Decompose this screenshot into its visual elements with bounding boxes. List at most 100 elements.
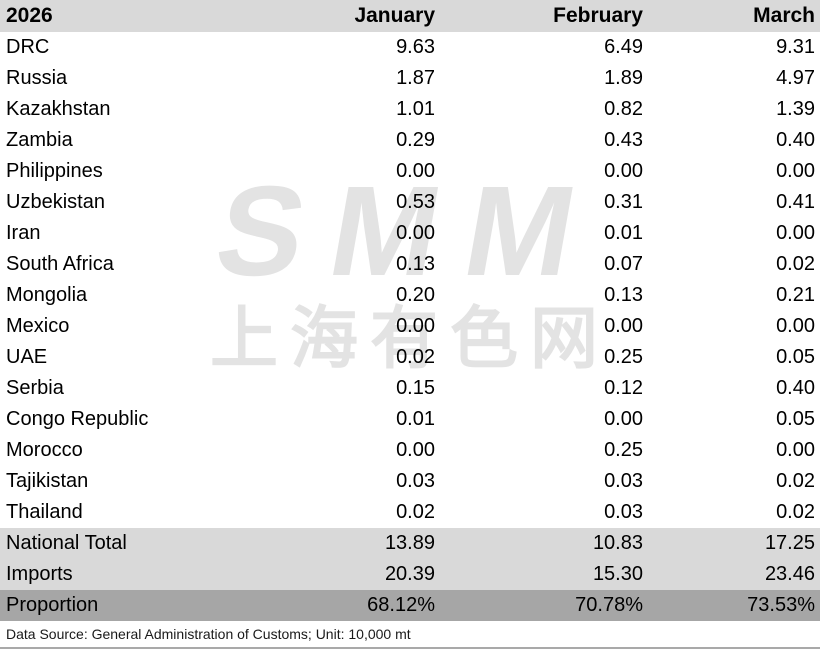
row-label: South Africa xyxy=(6,253,114,275)
row-label: Mexico xyxy=(6,315,70,337)
table-row-mongolia: Mongolia 0.20 0.13 0.21 xyxy=(0,280,820,311)
row-value: 0.01 xyxy=(604,222,643,244)
table-row-national-total: National Total 13.89 10.83 17.25 xyxy=(0,528,820,559)
row-value: 0.53 xyxy=(396,191,435,213)
row-value: 70.78% xyxy=(575,594,643,616)
row-label: Iran xyxy=(6,222,41,244)
row-value: 0.21 xyxy=(776,284,815,306)
table-body: DRC 9.63 6.49 9.31 Russia 1.87 1.89 4.97 Kazakhs… xyxy=(0,32,820,621)
row-label: Thailand xyxy=(6,501,83,523)
row-value: 10.83 xyxy=(592,532,643,554)
row-value: 6.49 xyxy=(604,36,643,58)
row-value: 0.40 xyxy=(776,129,815,151)
column-header-january: January xyxy=(354,4,435,27)
year-header: 2026 xyxy=(6,4,53,27)
row-label: Uzbekistan xyxy=(6,191,105,213)
row-value: 0.13 xyxy=(396,253,435,275)
row-value: 0.13 xyxy=(604,284,643,306)
row-value: 0.00 xyxy=(396,439,435,461)
row-label: Imports xyxy=(6,563,73,585)
row-value: 0.25 xyxy=(604,346,643,368)
row-value: 0.00 xyxy=(776,315,815,337)
column-header-february: February xyxy=(553,4,643,27)
row-value: 0.82 xyxy=(604,98,643,120)
row-value: 0.02 xyxy=(776,501,815,523)
row-label: Kazakhstan xyxy=(6,98,111,120)
row-label: Congo Republic xyxy=(6,408,149,430)
row-label: Mongolia xyxy=(6,284,88,306)
row-value: 0.00 xyxy=(604,315,643,337)
header-row: 2026 January February March xyxy=(0,0,820,32)
row-value: 9.31 xyxy=(776,36,815,58)
table-row-uzbekistan: Uzbekistan 0.53 0.31 0.41 xyxy=(0,187,820,218)
row-value: 1.89 xyxy=(604,67,643,89)
table-row-morocco: Morocco 0.00 0.25 0.00 xyxy=(0,435,820,466)
row-value: 0.07 xyxy=(604,253,643,275)
table-row-south-africa: South Africa 0.13 0.07 0.02 xyxy=(0,249,820,280)
row-value: 1.87 xyxy=(396,67,435,89)
row-value: 0.00 xyxy=(776,439,815,461)
table-row-mexico: Mexico 0.00 0.00 0.00 xyxy=(0,311,820,342)
row-value: 0.01 xyxy=(396,408,435,430)
row-value: 0.02 xyxy=(396,501,435,523)
table-row-philippines: Philippines 0.00 0.00 0.00 xyxy=(0,156,820,187)
row-value: 0.00 xyxy=(604,160,643,182)
row-value: 0.00 xyxy=(396,315,435,337)
table-row-zambia: Zambia 0.29 0.43 0.40 xyxy=(0,125,820,156)
row-value: 0.43 xyxy=(604,129,643,151)
row-value: 0.02 xyxy=(776,253,815,275)
row-value: 1.01 xyxy=(396,98,435,120)
row-value: 4.97 xyxy=(776,67,815,89)
row-label: Zambia xyxy=(6,129,73,151)
row-value: 9.63 xyxy=(396,36,435,58)
row-value: 0.40 xyxy=(776,377,815,399)
row-label: DRC xyxy=(6,36,50,58)
data-source-note: Data Source: General Administration of C… xyxy=(6,626,411,642)
row-value: 68.12% xyxy=(367,594,435,616)
row-value: 1.39 xyxy=(776,98,815,120)
row-value: 73.53% xyxy=(747,594,815,616)
data-table: 2026 January February March DRC 9.63 6.49 9… xyxy=(0,0,820,621)
row-value: 0.15 xyxy=(396,377,435,399)
table-row-serbia: Serbia 0.15 0.12 0.40 xyxy=(0,373,820,404)
row-value: 0.00 xyxy=(396,160,435,182)
row-value: 0.00 xyxy=(776,222,815,244)
table-row-proportion: Proportion 68.12% 70.78% 73.53% xyxy=(0,590,820,621)
row-value: 0.02 xyxy=(396,346,435,368)
table-row-tajikistan: Tajikistan 0.03 0.03 0.02 xyxy=(0,466,820,497)
row-label: Proportion xyxy=(6,594,99,616)
row-value: 0.05 xyxy=(776,408,815,430)
row-value: 0.03 xyxy=(604,470,643,492)
row-value: 0.03 xyxy=(604,501,643,523)
row-value: 23.46 xyxy=(764,563,815,585)
row-label: Serbia xyxy=(6,377,64,399)
row-value: 0.25 xyxy=(604,439,643,461)
row-value: 13.89 xyxy=(384,532,435,554)
row-label: Russia xyxy=(6,67,68,89)
row-value: 0.00 xyxy=(396,222,435,244)
row-value: 0.02 xyxy=(776,470,815,492)
row-value: 15.30 xyxy=(592,563,643,585)
row-label: UAE xyxy=(6,346,48,368)
table-row-thailand: Thailand 0.02 0.03 0.02 xyxy=(0,497,820,528)
row-label: Philippines xyxy=(6,160,103,182)
row-value: 0.00 xyxy=(776,160,815,182)
table-row-kazakhstan: Kazakhstan 1.01 0.82 1.39 xyxy=(0,94,820,125)
row-label: National Total xyxy=(6,532,127,554)
row-value: 20.39 xyxy=(384,563,435,585)
row-value: 0.12 xyxy=(604,377,643,399)
column-header-march: March xyxy=(753,4,815,27)
row-value: 0.03 xyxy=(396,470,435,492)
table-row-drc: DRC 9.63 6.49 9.31 xyxy=(0,32,820,63)
row-value: 0.00 xyxy=(604,408,643,430)
table-row-uae: UAE 0.02 0.25 0.05 xyxy=(0,342,820,373)
table-row-congo-republic: Congo Republic 0.01 0.00 0.05 xyxy=(0,404,820,435)
row-value: 0.20 xyxy=(396,284,435,306)
row-value: 0.05 xyxy=(776,346,815,368)
row-value: 0.31 xyxy=(604,191,643,213)
table-row-russia: Russia 1.87 1.89 4.97 xyxy=(0,63,820,94)
row-value: 0.29 xyxy=(396,129,435,151)
row-label: Tajikistan xyxy=(6,470,89,492)
row-value: 0.41 xyxy=(776,191,815,213)
